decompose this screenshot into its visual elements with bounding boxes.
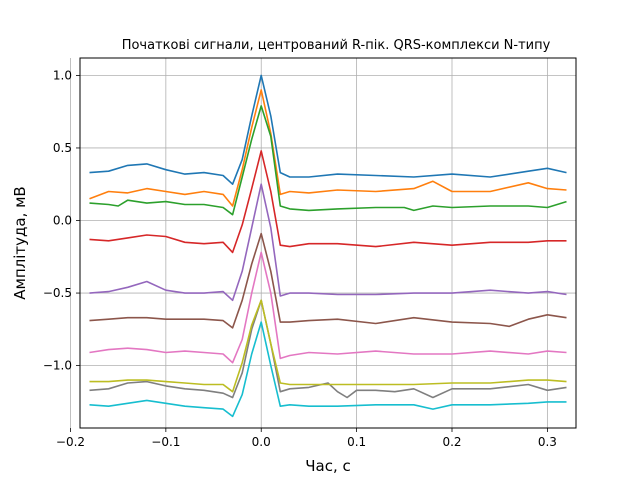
y-tick-label: 0.0 [53,214,72,228]
x-tick-label: 0.1 [347,435,366,449]
plot-frame [79,57,577,429]
y-axis-label: Амплітуда, мВ [11,186,29,299]
x-axis-label: Час, с [305,457,351,475]
x-tick-label: 0.0 [252,435,271,449]
series-line-7 [89,251,567,364]
series-line-10 [89,321,567,418]
y-tick-label: −0.5 [43,286,72,300]
series-lines [89,74,567,418]
y-tick-label: 0.5 [53,141,72,155]
axis-ticks: −0.2 −0.1 0.0 0.1 0.2 0.3 1.0 0.5 0.0 −0.5 −1.0 [43,68,557,449]
series-line-6 [89,232,567,329]
series-line-5 [89,183,567,302]
series-line-2 [89,89,567,207]
grid-lines [70,58,576,428]
x-tick-label: 0.2 [442,435,461,449]
series-line-3 [89,105,567,216]
series-line-1 [89,74,567,185]
series-line-9 [89,299,567,393]
y-tick-label: −1.0 [43,359,72,373]
x-tick-label: 0.3 [538,435,557,449]
x-tick-label: −0.1 [151,435,180,449]
x-tick-label: −0.2 [56,435,85,449]
series-line-4 [89,150,567,254]
y-tick-label: 1.0 [53,68,72,82]
chart-title: Початкові сигнали, центрований R-пік. QR… [122,38,551,53]
series-line-8 [89,299,567,399]
